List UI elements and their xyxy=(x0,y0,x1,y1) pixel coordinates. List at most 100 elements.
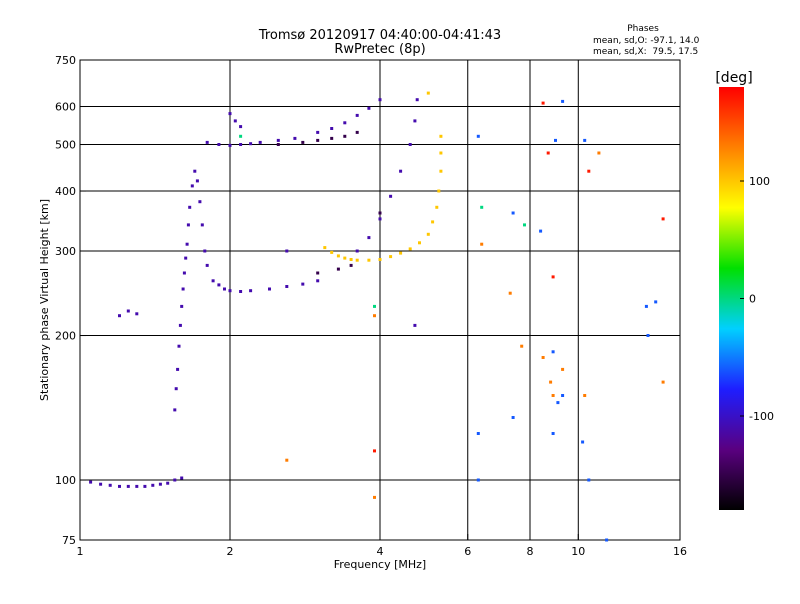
data-point xyxy=(378,98,382,102)
data-point xyxy=(399,169,403,173)
data-point xyxy=(258,140,262,144)
data-point xyxy=(118,484,121,488)
data-point xyxy=(480,205,484,209)
data-point xyxy=(285,285,289,288)
data-point xyxy=(413,119,417,123)
data-point xyxy=(476,478,480,482)
data-point xyxy=(523,223,526,227)
y-axis-label: Stationary phase Virtual Height [km] xyxy=(38,199,51,401)
data-point xyxy=(373,304,376,308)
colorbar-tick-label: -100 xyxy=(749,410,774,423)
data-point xyxy=(228,289,232,293)
data-point xyxy=(554,138,557,142)
data-point xyxy=(480,242,484,246)
data-point xyxy=(316,279,320,283)
data-point xyxy=(249,142,253,146)
data-point xyxy=(389,194,393,198)
data-point xyxy=(177,344,181,348)
y-tick-label: 75 xyxy=(62,534,76,547)
data-point xyxy=(223,287,226,291)
data-point xyxy=(551,350,555,354)
data-point xyxy=(439,134,443,138)
data-point xyxy=(431,220,435,224)
data-point xyxy=(355,113,359,117)
data-point xyxy=(276,138,280,142)
data-point xyxy=(511,416,515,419)
data-point xyxy=(426,91,430,95)
data-point xyxy=(336,267,340,271)
data-point xyxy=(605,538,609,542)
data-point xyxy=(330,250,334,254)
data-point xyxy=(541,356,545,359)
data-point xyxy=(549,380,553,384)
data-point xyxy=(301,140,305,144)
data-point xyxy=(415,98,419,102)
data-point xyxy=(349,258,353,261)
data-point xyxy=(367,258,371,262)
x-tick-label: 10 xyxy=(571,545,585,558)
data-point xyxy=(173,478,177,482)
data-point xyxy=(173,408,177,412)
x-tick-label: 8 xyxy=(527,545,534,558)
colorbar-tick-label: 100 xyxy=(749,175,770,188)
data-point xyxy=(174,387,178,391)
data-point xyxy=(541,101,545,105)
data-point xyxy=(330,136,334,140)
data-point xyxy=(661,217,665,221)
data-point xyxy=(228,112,232,116)
data-point xyxy=(118,314,121,318)
data-point xyxy=(99,482,103,486)
colorbar xyxy=(719,87,744,510)
data-point xyxy=(435,205,439,209)
data-point xyxy=(316,130,320,134)
data-point xyxy=(151,483,155,487)
data-point xyxy=(583,138,587,142)
data-point xyxy=(195,179,199,183)
data-point xyxy=(378,217,382,221)
data-point xyxy=(217,283,221,287)
data-point xyxy=(135,312,139,316)
y-tick-label: 600 xyxy=(55,101,76,114)
data-point xyxy=(343,121,347,125)
data-point xyxy=(181,287,185,291)
data-point xyxy=(211,279,215,283)
data-point xyxy=(217,143,221,146)
data-point xyxy=(556,401,560,405)
data-point xyxy=(200,223,204,227)
data-point xyxy=(587,169,591,173)
data-point xyxy=(551,275,555,279)
data-point xyxy=(89,480,93,484)
data-point xyxy=(193,169,197,173)
data-point xyxy=(316,271,320,275)
data-point xyxy=(355,249,359,253)
data-point xyxy=(661,380,665,384)
data-point xyxy=(378,258,382,261)
data-point xyxy=(186,223,190,227)
data-point xyxy=(108,483,112,487)
data-point xyxy=(285,249,289,253)
chart-title-line2: RwPretec (8p) xyxy=(334,42,425,57)
data-point xyxy=(182,271,186,275)
data-point xyxy=(184,256,188,260)
y-tick-label: 500 xyxy=(55,139,76,152)
data-point xyxy=(439,169,443,173)
y-tick-label: 300 xyxy=(55,245,76,258)
x-axis-label: Frequency [MHz] xyxy=(334,558,426,571)
data-point xyxy=(426,232,430,236)
data-point xyxy=(330,127,334,130)
data-point xyxy=(413,323,417,327)
data-point xyxy=(597,151,601,155)
data-point xyxy=(176,367,180,371)
data-point xyxy=(373,449,376,453)
data-point xyxy=(205,263,209,267)
data-point xyxy=(373,495,376,499)
data-point xyxy=(178,323,182,327)
stats-line1: mean, sd,O: -97.1, 14.0 xyxy=(593,36,700,46)
data-point xyxy=(343,134,347,138)
data-point xyxy=(561,367,565,371)
data-point xyxy=(355,258,359,262)
data-point xyxy=(180,304,184,308)
data-point xyxy=(508,291,512,295)
data-point xyxy=(476,432,480,435)
